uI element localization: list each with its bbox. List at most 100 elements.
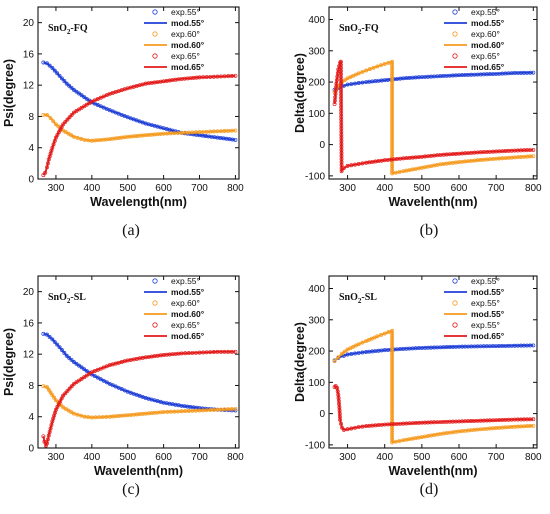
exp-point (52, 68, 57, 73)
legend-label: mod.55° (171, 287, 205, 297)
exp-point (47, 63, 52, 68)
exp-point (50, 337, 55, 342)
y-tick-label: 20 (23, 18, 35, 29)
exp-point (52, 339, 57, 344)
exp-point (340, 351, 344, 356)
legend-marker (152, 278, 158, 284)
sample-label: SnO2-FQ (339, 23, 379, 36)
exp-point (79, 365, 84, 370)
sample-label-subscript: 2 (67, 28, 71, 36)
legend-label: mod.55° (471, 18, 505, 28)
x-tick-label: 800 (227, 452, 244, 463)
exp-point (336, 355, 341, 360)
y-tick-label: 0 (28, 175, 34, 186)
legend-label: mod.60° (171, 40, 205, 50)
x-tick-label: 800 (227, 183, 244, 194)
exp-point (77, 363, 81, 368)
y-tick-label: -100 (305, 440, 325, 451)
x-tick-label: 400 (376, 452, 393, 463)
model-line-2 (42, 350, 236, 447)
sample-label-subscript: 2 (358, 28, 362, 36)
exp-point (63, 391, 68, 396)
exp-markers-0 (41, 60, 238, 142)
sample-label-suffix: -FQ (361, 23, 378, 34)
exp-point (64, 353, 69, 358)
model-line-1 (43, 114, 236, 142)
sample-label-base: SnO (48, 292, 67, 303)
plot-frame (37, 6, 240, 180)
y-tick-label: 12 (23, 81, 35, 92)
legend-label: mod.55° (471, 287, 505, 297)
legend-marker (152, 300, 158, 306)
y-tick-label: 12 (23, 350, 35, 361)
legend-label: exp.60° (471, 29, 500, 39)
legend-marker (152, 322, 158, 328)
exp-point (62, 79, 67, 83)
exp-point (57, 345, 62, 350)
x-axis-label: Wavelenth(nm) (388, 195, 477, 209)
legend-label: mod.60° (471, 40, 505, 50)
x-tick-label: 700 (191, 183, 208, 194)
exp-point (332, 359, 337, 364)
exp-markers-2 (332, 384, 536, 432)
exp-point (71, 360, 76, 364)
y-axis-label: Delta(degree) (293, 322, 307, 402)
exp-markers-0 (41, 331, 238, 413)
model-line-1 (333, 329, 534, 444)
x-tick-label: 800 (525, 452, 542, 463)
x-tick-label: 400 (83, 183, 100, 194)
x-tick-label: 400 (376, 183, 393, 194)
sample-label-subscript: 2 (67, 297, 71, 305)
legend-label: exp.55° (171, 276, 200, 286)
y-tick-label: 200 (308, 347, 325, 358)
model-line-0 (43, 333, 236, 412)
y-tick-label: 20 (23, 287, 35, 298)
x-tick-label: 600 (451, 183, 468, 194)
exp-point (59, 348, 64, 352)
sample-label-suffix: -SL (70, 292, 86, 303)
y-tick-label: 4 (28, 143, 34, 154)
exp-point (64, 81, 69, 86)
exp-point (53, 398, 58, 403)
x-axis-label: Wavelength(nm) (90, 195, 187, 209)
exp-point (59, 76, 64, 81)
legend-label: mod.55° (471, 309, 505, 319)
y-tick-label: 0 (319, 140, 325, 151)
chart-panel-d: 300 400 500 600 700 800 -100 0 100 200 300 400 SnO2-… (293, 275, 542, 498)
legend-marker (452, 278, 458, 284)
y-tick-label: -100 (305, 171, 325, 182)
chart-panel-c: 300 400 500 600 700 800 0 4 8 12 16 20 SnO2-SL exp.55… (2, 275, 244, 498)
y-tick-label: 400 (308, 284, 325, 295)
x-tick-label: 400 (83, 452, 100, 463)
exp-point (69, 357, 74, 362)
chart-panel-b: 300 400 500 600 700 800 -100 0 100 200 300 400 SnO2-… (293, 6, 542, 239)
model-line-2 (333, 60, 534, 173)
exp-point (55, 71, 60, 76)
legend-marker (452, 31, 458, 37)
chart-panel-a: 300 400 500 600 700 800 0 4 8 12 16 20 SnO2-FQ exp.55… (2, 6, 244, 239)
sample-label-suffix: -SL (361, 292, 377, 303)
sample-label-subscript: 2 (358, 297, 362, 305)
legend-label: exp.65° (471, 51, 500, 61)
plot-frame (328, 275, 538, 449)
model-line-0 (334, 344, 534, 362)
y-tick-label: 4 (28, 412, 34, 423)
y-tick-label: 300 (308, 46, 325, 57)
model-line-1 (43, 385, 236, 419)
legend-marker (452, 53, 458, 59)
y-tick-label: 0 (28, 444, 34, 455)
y-axis-label: Psi(degree) (2, 328, 16, 396)
model-line-2 (42, 74, 236, 176)
exp-point (82, 367, 87, 372)
legend-label: mod.65° (171, 62, 205, 72)
sample-label: SnO2-SL (48, 292, 86, 305)
legend-label: mod.65° (471, 331, 505, 341)
y-tick-label: 100 (308, 378, 325, 389)
legend-marker (152, 53, 158, 59)
x-axis-label: Wavelenth(nm) (94, 464, 183, 478)
exp-point (47, 335, 52, 339)
exp-point (50, 66, 55, 70)
legend-marker (152, 9, 158, 15)
x-axis-label: Wavelenth(nm) (388, 464, 477, 478)
legend-label: exp.55° (471, 320, 500, 330)
